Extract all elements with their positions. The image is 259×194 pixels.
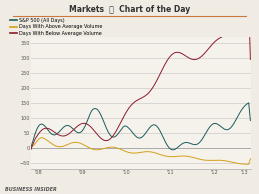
Legend: S&P 500 (All Days), Days With Above Average Volume, Days With Below Average Volu: S&P 500 (All Days), Days With Above Aver… xyxy=(8,16,104,38)
Text: Markets  📊  Chart of the Day: Markets 📊 Chart of the Day xyxy=(69,5,190,14)
Text: BUSINESS INSIDER: BUSINESS INSIDER xyxy=(5,187,57,192)
